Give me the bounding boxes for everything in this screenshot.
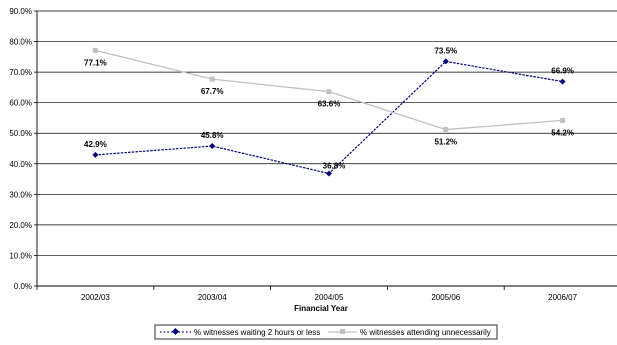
y-tick-label-3: 30.0% [9, 190, 32, 199]
series-2-data-label-2: 67.7% [201, 87, 224, 96]
x-tick-label-4: 2006/07 [548, 293, 577, 302]
series-2-data-label-4: 51.2% [434, 138, 457, 147]
series-2-data-label-5: 54.2% [551, 128, 574, 137]
x-tick-label-1: 2003/04 [198, 293, 227, 302]
series-1-line [94, 60, 564, 175]
x-tick-label-3: 2005/06 [431, 293, 460, 302]
y-tick-label-0: 0.0% [14, 282, 32, 291]
legend: % witnesses waiting 2 hours or less % wi… [154, 324, 498, 340]
x-tick-label-2: 2004/05 [315, 293, 344, 302]
legend-series-2-label: % witnesses attending unnecessarily [360, 328, 491, 337]
y-tick-label-4: 40.0% [9, 160, 32, 169]
legend-item-series-1: % witnesses waiting 2 hours or less [160, 327, 320, 337]
series-2-point-2 [209, 76, 215, 82]
series-2-data-label-3: 63.6% [318, 100, 341, 109]
legend-item-series-2: % witnesses attending unnecessarily [328, 328, 491, 337]
x-axis-title: Financial Year [294, 304, 348, 313]
axes: 0.0% 10.0% 20.0% 30.0% 40.0% 50.0% 60.0% 70.0% 8… [9, 7, 617, 302]
series-1-data-label-4: 73.5% [434, 46, 457, 55]
series-1-point-1 [92, 151, 99, 158]
y-tick-label-9: 90.0% [9, 7, 32, 16]
series-2-data-label-1: 77.1% [84, 58, 107, 67]
series-1-data-label-3: 36.8% [323, 162, 346, 171]
y-tick-label-5: 50.0% [9, 129, 32, 138]
legend-series-1-label: % witnesses waiting 2 hours or less [194, 328, 320, 337]
series-1-point-4 [442, 58, 449, 65]
y-tick-label-6: 60.0% [9, 99, 32, 108]
x-tick-label-0: 2002/03 [81, 293, 110, 302]
series-1-data-label-1: 42.9% [84, 140, 107, 149]
y-tick-label-2: 20.0% [9, 221, 32, 230]
gridlines [37, 10, 617, 287]
legend-box [154, 324, 498, 340]
data-labels: 42.9% 45.8% 36.8% 73.5% 66.9% 77.1% 67.7% 63.6%… [84, 46, 574, 170]
series-1-data-label-5: 66.9% [551, 67, 574, 76]
series-2-point-1 [92, 47, 98, 53]
series-1-point-5 [559, 78, 566, 85]
y-tick-label-8: 80.0% [9, 38, 32, 47]
legend-series-1-marker [171, 327, 180, 336]
series-2-point-5 [560, 117, 566, 123]
series [92, 47, 566, 177]
legend-series-2-marker [340, 329, 345, 334]
series-2-point-3 [326, 89, 332, 95]
series-1-data-label-2: 45.8% [201, 131, 224, 140]
series-1-point-2 [209, 143, 216, 150]
series-1-point-3 [326, 170, 332, 177]
y-tick-label-7: 70.0% [9, 68, 32, 77]
series-2-point-4 [443, 127, 449, 133]
y-tick-label-1: 10.0% [9, 251, 32, 260]
